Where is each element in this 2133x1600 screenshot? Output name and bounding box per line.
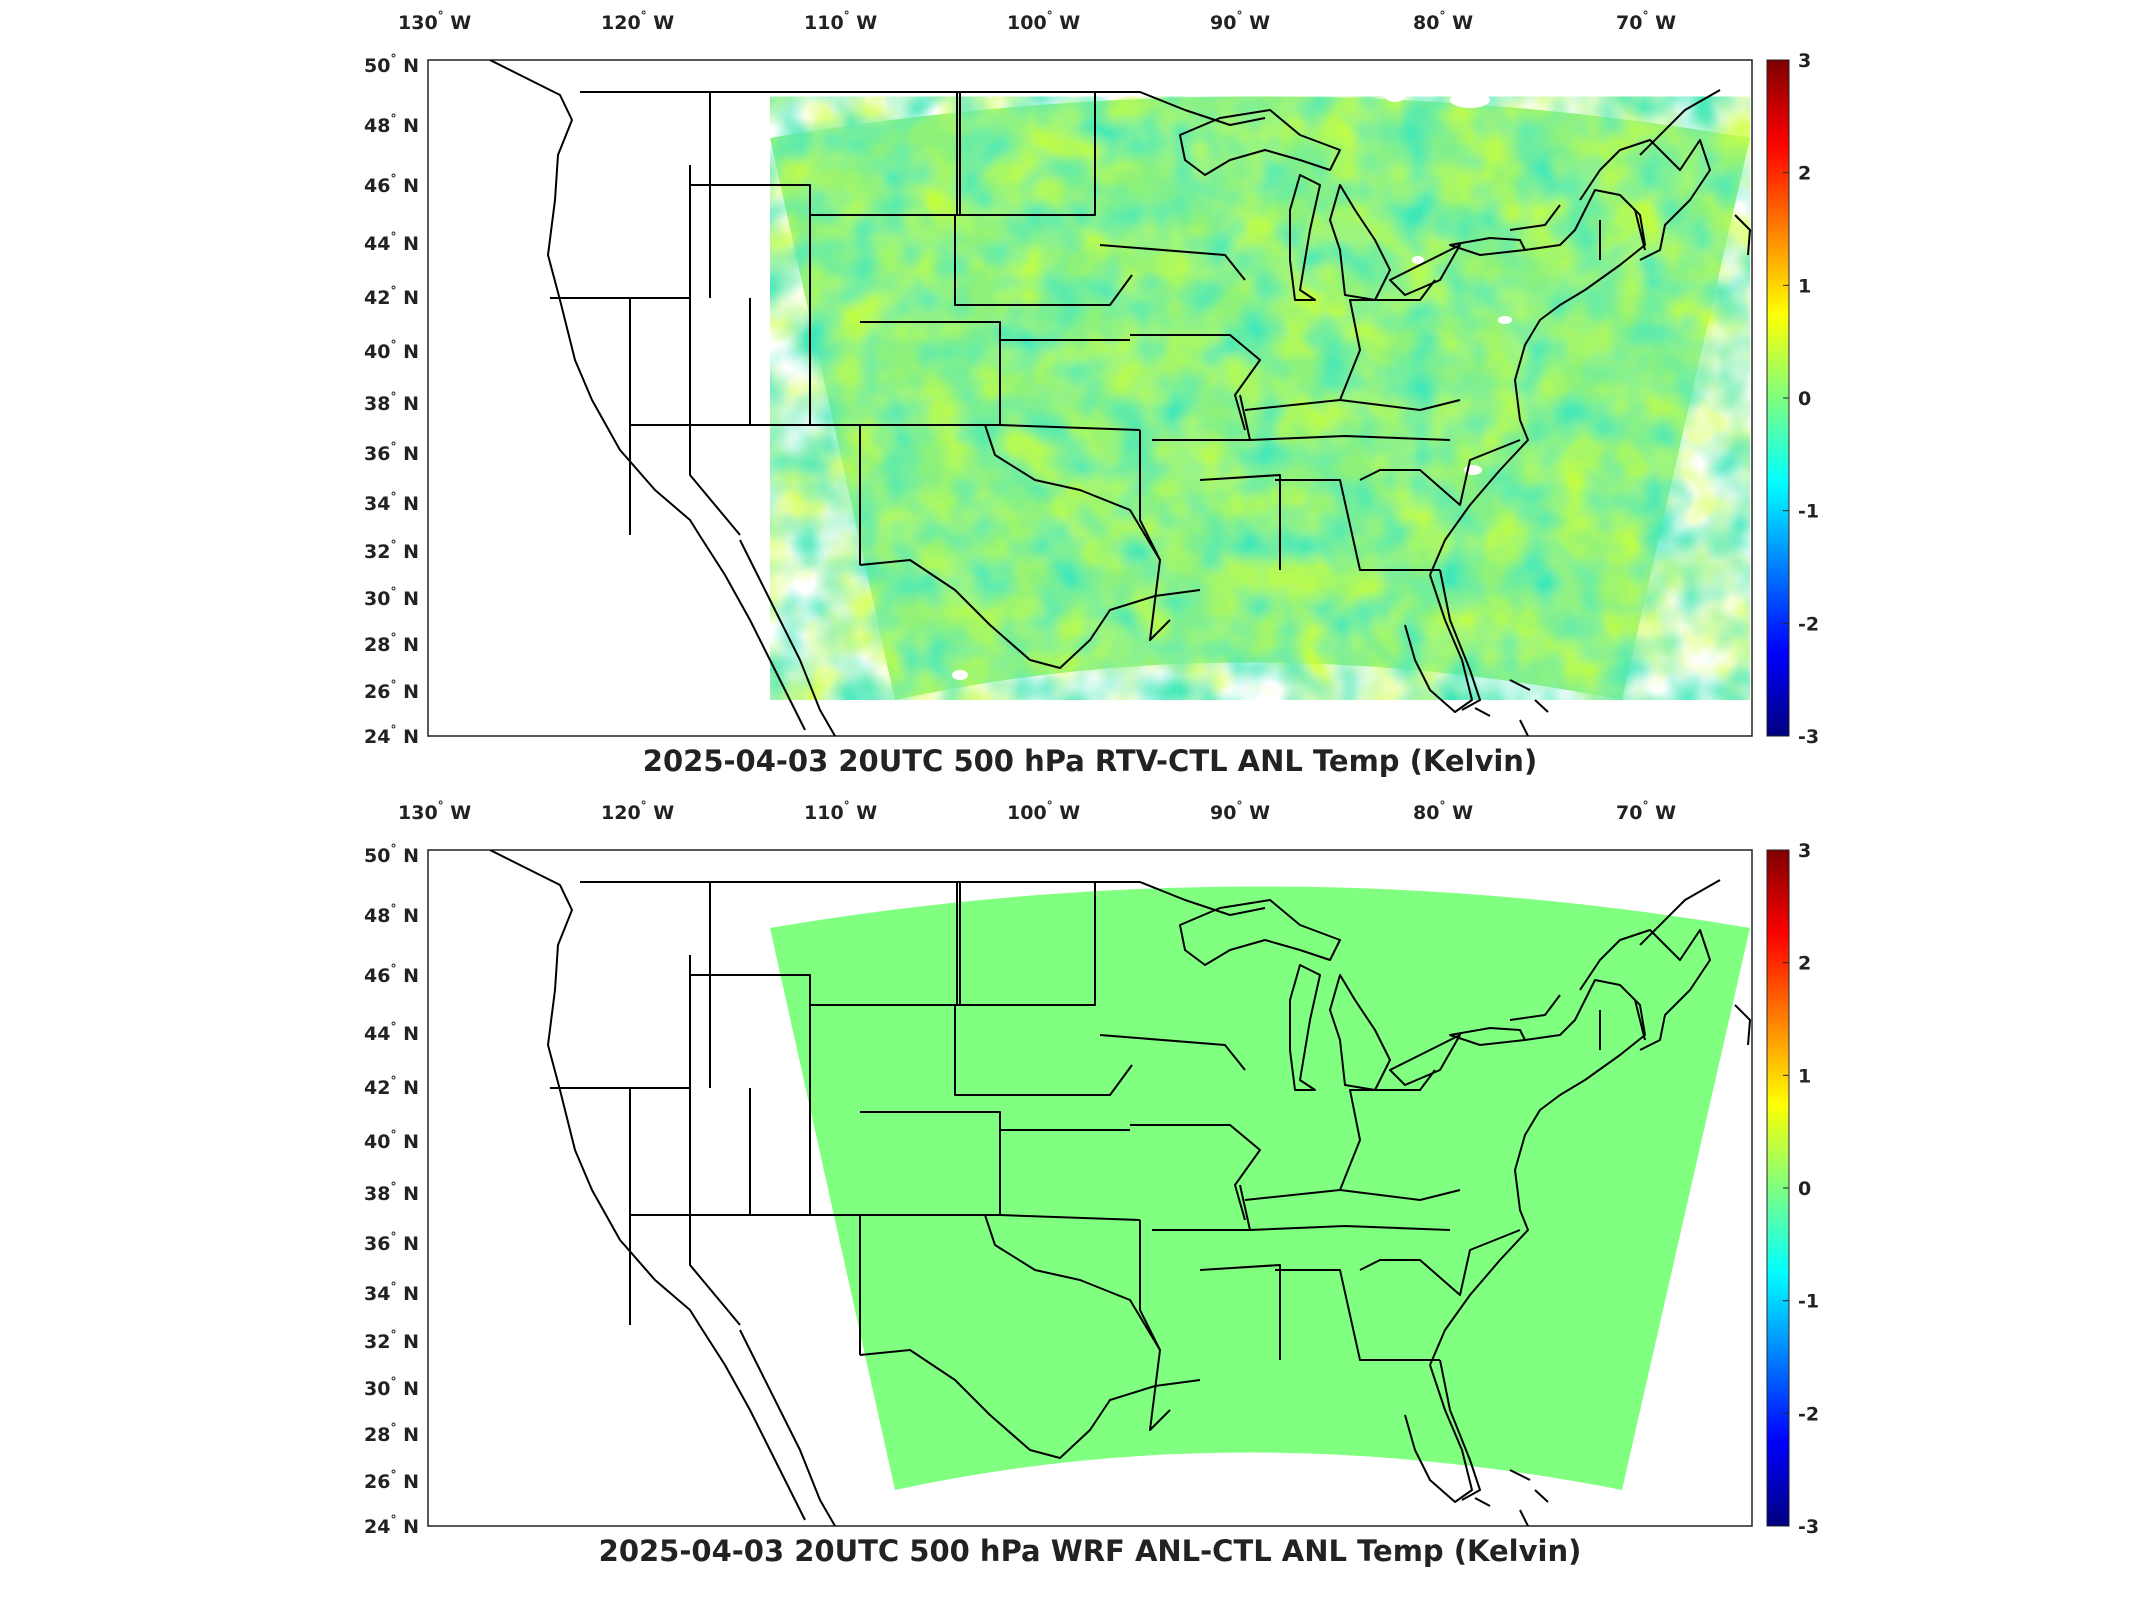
lat-tick-label: 36° N [364,440,419,465]
lon-tick-labels: 130° W 120° W 110° W 100° W 90° W 80° W 70° W [398,9,1676,34]
colorbar-tick-label: -2 [1798,1403,1819,1425]
map-panel-rtv-ctl: 130° W 120° W 110° W 100° W 90° W 80° W 70° W … [0,0,2133,790]
colorbar-tick-label: 2 [1798,953,1811,975]
colorbar-tick-label: 0 [1798,388,1811,410]
colorbar-tick-label: 1 [1798,1065,1811,1087]
colorbar-tick-label: -3 [1798,726,1819,748]
lon-tick-label: 90° W [1210,799,1270,824]
lat-tick-label: 24° N [364,723,419,748]
lat-tick-labels: 50° N 48° N 46° N 44° N 42° N 40° N 38° N 36° N… [364,842,419,1538]
coastlines-and-borders [489,60,1751,736]
colorbar-tick-label: 1 [1798,275,1811,297]
colorbar-tick-label: 3 [1798,840,1811,862]
lat-tick-label: 28° N [364,631,419,656]
lon-tick-label: 90° W [1210,9,1270,34]
lat-tick-label: 46° N [364,962,419,987]
lat-tick-label: 40° N [364,1128,419,1153]
lon-tick-label: 70° W [1616,9,1676,34]
lon-tick-label: 100° W [1007,799,1080,824]
colorbar-tick-labels: 3 2 1 0 -1 -2 -3 [1783,840,1819,1538]
lat-tick-label: 36° N [364,1230,419,1255]
data-domain-field [770,96,1750,700]
coastlines-and-borders [489,850,1751,1526]
colorbar-tick-label: 3 [1798,50,1811,72]
lon-tick-label: 120° W [601,799,674,824]
colorbar-tick-label: -1 [1798,501,1819,523]
lat-tick-label: 32° N [364,538,419,563]
lat-tick-label: 38° N [364,390,419,415]
lat-tick-labels: 50° N 48° N 46° N 44° N 42° N 40° N 38° N 36° N… [364,52,419,748]
lon-tick-label: 110° W [804,9,877,34]
lat-tick-label: 32° N [364,1328,419,1353]
colorbar-tick-label: -3 [1798,1516,1819,1538]
colorbar-tick-label: 0 [1798,1178,1811,1200]
lon-tick-label: 80° W [1413,9,1473,34]
missing-data-spots [952,75,1512,680]
lat-tick-label: 48° N [364,902,419,927]
map-panel-wrf-anl-ctl: 130° W 120° W 110° W 100° W 90° W 80° W 70° W … [0,790,2133,1580]
colorbar-tick-label: -1 [1798,1291,1819,1313]
lat-tick-label: 30° N [364,585,419,610]
panel-title: 2025-04-03 20UTC 500 hPa RTV-CTL ANL Tem… [642,744,1538,778]
lon-tick-labels: 130° W 120° W 110° W 100° W 90° W 80° W 70° W [398,799,1676,824]
panel-title: 2025-04-03 20UTC 500 hPa WRF ANL-CTL ANL… [598,1534,1582,1568]
lat-tick-label: 26° N [364,678,419,703]
lon-tick-label: 110° W [804,799,877,824]
lat-tick-label: 38° N [364,1180,419,1205]
lon-tick-label: 70° W [1616,799,1676,824]
map-figure: 130° W 120° W 110° W 100° W 90° W 80° W 70° W … [364,799,1819,1538]
lat-tick-label: 42° N [364,1074,419,1099]
lat-tick-label: 34° N [364,490,419,515]
lat-tick-label: 24° N [364,1513,419,1538]
lat-tick-label: 48° N [364,112,419,137]
lat-tick-label: 34° N [364,1280,419,1305]
lat-tick-label: 30° N [364,1375,419,1400]
lat-tick-label: 26° N [364,1468,419,1493]
map-figure: 130° W 120° W 110° W 100° W 90° W 80° W 70° W … [364,9,1819,748]
lat-tick-label: 44° N [364,230,419,255]
colorbar-tick-labels: 3 2 1 0 -1 -2 -3 [1783,50,1819,748]
lon-tick-label: 100° W [1007,9,1080,34]
lat-tick-label: 50° N [364,52,419,77]
colorbar-tick-label: -2 [1798,613,1819,635]
lat-tick-label: 50° N [364,842,419,867]
lat-tick-label: 46° N [364,172,419,197]
lon-tick-label: 120° W [601,9,674,34]
colorbar-tick-label: 2 [1798,163,1811,185]
lat-tick-label: 28° N [364,1421,419,1446]
lon-tick-label: 80° W [1413,799,1473,824]
lat-tick-label: 42° N [364,284,419,309]
lat-tick-label: 44° N [364,1020,419,1045]
lon-tick-label: 130° W [398,9,471,34]
data-domain-field [770,886,1750,1490]
lon-tick-label: 130° W [398,799,471,824]
lat-tick-label: 40° N [364,338,419,363]
